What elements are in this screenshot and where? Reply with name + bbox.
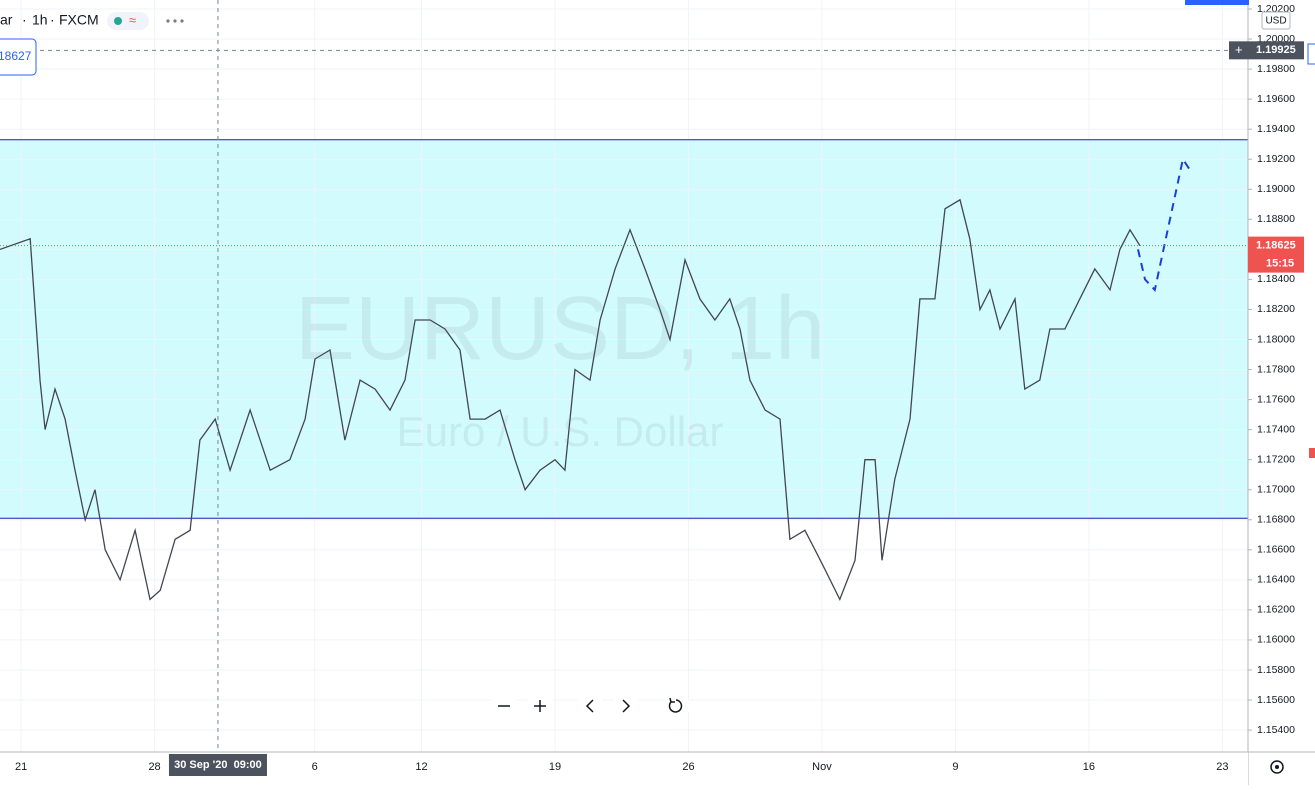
x-tick-label: 12 — [415, 761, 427, 773]
y-tick-label: 1.17000 — [1257, 483, 1295, 495]
y-tick-label: 1.18400 — [1257, 273, 1295, 285]
settings[interactable] — [1270, 760, 1284, 774]
currency: USD — [1265, 16, 1286, 27]
interval: 1h — [32, 12, 48, 28]
status-dot — [114, 17, 122, 25]
y-tick-label: 1.16200 — [1257, 604, 1295, 616]
y-tick-label: 1.19400 — [1257, 123, 1295, 135]
y-tick-label: 1.17200 — [1257, 453, 1295, 465]
x-tick-label: 26 — [682, 761, 694, 773]
edge-box — [1307, 43, 1315, 65]
reset-chart[interactable] — [662, 692, 690, 720]
price-axis-bg — [1248, 0, 1315, 785]
edge-marker — [1309, 448, 1315, 458]
y-tick-label: 1.16600 — [1257, 544, 1295, 556]
crosshair-price-label: 1.19925 — [1256, 44, 1296, 56]
crosshair-plus: + — [1235, 42, 1243, 57]
y-tick-label: 1.17600 — [1257, 393, 1295, 405]
price-box[interactable] — [0, 38, 37, 76]
last-price-label: 1.18625 — [1256, 240, 1296, 252]
x-tick-label: 28 — [148, 761, 160, 773]
dot — [180, 19, 184, 23]
x-tick-label: 19 — [549, 761, 561, 773]
last-price-box — [1248, 236, 1304, 273]
y-tick-label: 1.19000 — [1257, 183, 1295, 195]
range-box — [0, 139, 1248, 519]
symbol: ar — [0, 12, 13, 28]
x-tick-label: 21 — [15, 761, 27, 773]
grid — [0, 0, 1248, 752]
y-tick-label: 1.15800 — [1257, 664, 1295, 676]
icon — [669, 697, 675, 703]
crosshair-price-box — [1229, 41, 1304, 60]
button-bg — [576, 692, 604, 720]
status-pill[interactable] — [107, 12, 149, 30]
marks — [0, 0, 1248, 752]
x-tick-label: 16 — [1083, 761, 1095, 773]
y-tick-label: 1.16400 — [1257, 574, 1295, 586]
y-tick-label: 1.19600 — [1257, 93, 1295, 105]
projection-line — [1137, 156, 1191, 292]
button-bg — [662, 692, 690, 720]
icon — [668, 699, 683, 713]
zoom-out[interactable] — [490, 692, 518, 720]
x-tick-label: 9 — [952, 761, 958, 773]
y-tick-label: 1.18000 — [1257, 333, 1295, 345]
crosshair-time-label: 30 Sep '20 09:00 — [174, 759, 262, 771]
x-tick-label: 6 — [312, 761, 318, 773]
y-tick-label: 1.18800 — [1257, 213, 1295, 225]
currency-box[interactable] — [1261, 11, 1291, 30]
y-tick-label: 1.16000 — [1257, 634, 1295, 646]
y-tick-label: 1.17800 — [1257, 363, 1295, 375]
y-tick-label: 1.19800 — [1257, 63, 1295, 75]
scroll-right[interactable] — [612, 692, 640, 720]
price-box-text: 18627 — [0, 49, 32, 63]
price-line — [0, 198, 1141, 602]
x-tick-label: 23 — [1216, 761, 1228, 773]
icon — [1270, 760, 1284, 774]
y-tick-label: 1.18200 — [1257, 303, 1295, 315]
dot — [166, 19, 170, 23]
watermark: EURUSD, 1h — [295, 279, 825, 379]
button-bg — [612, 692, 640, 720]
y-tick-label: 1.19200 — [1257, 153, 1295, 165]
crosshair-time-box — [168, 754, 267, 776]
more-button[interactable] — [166, 19, 184, 23]
y-tick-label: 1.15600 — [1257, 694, 1295, 706]
scroll-left[interactable] — [576, 692, 604, 720]
dot — [173, 19, 177, 23]
countdown: 15:15 — [1266, 258, 1294, 270]
source: FXCM — [59, 12, 99, 28]
status-icon: ≈ — [129, 12, 136, 27]
icon — [585, 699, 594, 713]
y-tick-label: 1.17400 — [1257, 423, 1295, 435]
separator: · — [50, 12, 55, 28]
y-tick-label: 1.16800 — [1257, 514, 1295, 526]
zoom-in[interactable] — [526, 692, 554, 720]
y-tick-label: 1.15400 — [1257, 724, 1295, 736]
x-tick-label: Nov — [812, 761, 832, 773]
separator: · — [22, 12, 27, 28]
icon — [1275, 765, 1279, 769]
icon — [622, 699, 631, 713]
watermark-sub: Euro / U.S. Dollar — [397, 408, 724, 455]
top-button[interactable] — [1185, 0, 1249, 5]
axes: 1.15400 1.15600 1.15800 1.16000 1.16200 1.164… — [15, 3, 1304, 776]
